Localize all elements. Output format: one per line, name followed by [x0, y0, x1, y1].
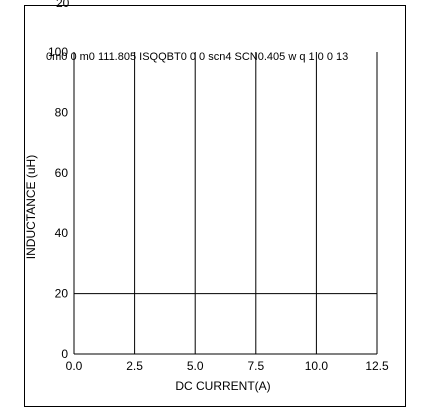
y-tick-label-4: 80 [55, 105, 69, 119]
figure-border [24, 5, 406, 407]
x-tick-label-4: 10.0 [305, 359, 329, 373]
x-tick-label-0: 0.0 [66, 359, 83, 373]
vertical-grid [134, 52, 378, 354]
x-tick-labels: 0.0 2.5 5.0 7.5 10.0 12.5 [66, 359, 389, 373]
x-tick-label-2: 5.0 [187, 359, 204, 373]
y-tick-label-2: 40 [55, 226, 69, 240]
x-tick-label-3: 7.5 [247, 359, 264, 373]
axes [73, 52, 377, 355]
clipped-top-label: 20 [56, 0, 70, 10]
overlay-text: 0m0 0 m0 111.805 ISQQBT0 0 0 scn4 SCN0.4… [46, 51, 348, 63]
y-tick-label-5: 100 [48, 45, 68, 59]
y-tick-label-3: 60 [55, 166, 69, 180]
y-tick-label-0: 0 [61, 347, 68, 361]
y-axis-label: INDUCTANCE (uH) [24, 155, 38, 259]
y-tick-label-1: 20 [55, 287, 69, 301]
y-tick-labels: 0 20 40 60 80 100 [48, 45, 68, 361]
x-tick-label-1: 2.5 [126, 359, 143, 373]
x-tick-label-5: 12.5 [365, 359, 389, 373]
x-axis-label: DC CURRENT(A) [175, 379, 270, 393]
